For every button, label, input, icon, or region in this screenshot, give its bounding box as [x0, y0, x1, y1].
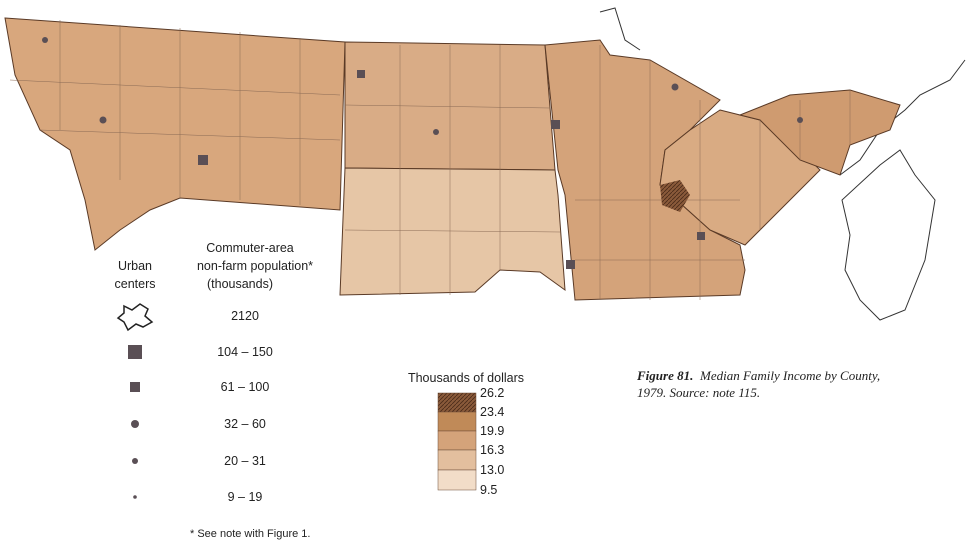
symbol-9-19	[133, 495, 137, 499]
south-dakota	[339, 167, 566, 296]
city-dot	[797, 117, 803, 123]
legend-item: 104 – 150	[217, 345, 273, 359]
income-title: Thousands of dollars	[408, 371, 524, 385]
break-label: 16.3	[480, 443, 504, 457]
legend-title: centers	[115, 277, 156, 291]
city-square	[697, 232, 705, 240]
swatch	[437, 469, 477, 491]
break-label: 19.9	[480, 424, 504, 438]
legend-item: 2120	[231, 309, 259, 323]
break-label: 26.2	[480, 386, 504, 400]
legend-header: non-farm population*	[197, 259, 313, 273]
city-square	[198, 155, 208, 165]
montana	[4, 17, 346, 251]
swatch	[437, 449, 477, 471]
symbol-32-60	[131, 420, 139, 428]
legend-header: (thousands)	[207, 277, 273, 291]
city-square	[357, 70, 365, 78]
map	[4, 7, 966, 321]
caption-text: 1979. Source: note 115.	[637, 385, 760, 400]
city-dot	[42, 37, 48, 43]
legend-item: 9 – 19	[228, 490, 263, 504]
city-square	[566, 260, 575, 269]
swatch	[437, 430, 477, 451]
legend-title: Urban	[118, 259, 152, 273]
upper-peninsula	[738, 89, 901, 176]
city-square	[551, 120, 560, 129]
caption-text: Median Family Income by County,	[699, 368, 880, 383]
symbol-2120	[116, 303, 154, 332]
dark-county	[660, 180, 690, 212]
break-label: 13.0	[480, 463, 504, 477]
urban-legend: Urban centers Commuter-area non-farm pop…	[115, 241, 314, 540]
symbol-20-31	[132, 458, 138, 464]
legend-item: 61 – 100	[221, 380, 270, 394]
legend-item: 32 – 60	[224, 417, 266, 431]
legend-header: Commuter-area	[206, 241, 294, 255]
legend-item: 20 – 31	[224, 454, 266, 468]
county-lines	[9, 20, 851, 300]
income-legend: Thousands of dollars 26.2 23.4 19.9 16.3…	[408, 371, 524, 497]
swatch	[437, 411, 477, 432]
figure-label: Figure 81.	[636, 368, 693, 383]
footnote: * See note with Figure 1.	[190, 528, 310, 540]
break-label: 9.5	[480, 483, 497, 497]
symbol-104-150	[128, 345, 142, 359]
city-dot	[671, 83, 679, 91]
city-dot	[99, 116, 107, 124]
city-dot	[433, 129, 439, 135]
symbol-61-100	[130, 382, 140, 392]
lake-outline	[599, 7, 966, 321]
swatch	[437, 392, 477, 413]
caption: Figure 81. Median Family Income by Count…	[636, 368, 880, 400]
break-label: 23.4	[480, 405, 504, 419]
